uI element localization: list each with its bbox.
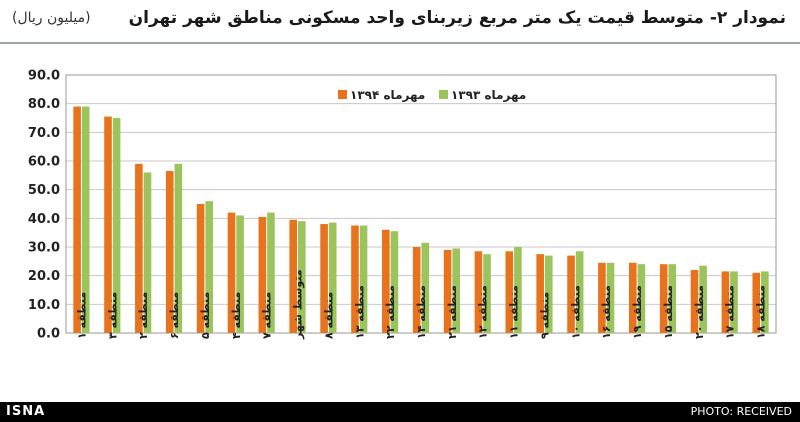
bar-1394: [320, 224, 328, 333]
y-tick-label: 0.0: [37, 327, 60, 342]
bar-1393: [730, 271, 738, 333]
x-tick-label: منطقه ۲۲: [384, 285, 397, 339]
x-tick-label: منطقه ۱۴: [415, 285, 428, 339]
legend-swatch-1393: [439, 90, 448, 99]
bar-1393: [668, 264, 677, 333]
x-tick-label: منطقه ۱۷: [724, 285, 737, 339]
bar-1393: [606, 262, 615, 333]
bar-1394: [690, 269, 699, 333]
title-divider: [0, 42, 800, 44]
y-tick-label: 90.0: [28, 69, 60, 84]
title-bar: نمودار ۲- متوسط قیمت یک متر مربع زیربنای…: [0, 0, 800, 44]
x-tick-label: منطقه ۲۰: [693, 285, 706, 339]
y-tick-label: 20.0: [28, 269, 60, 284]
x-tick-label: منطقه ۱۹: [631, 285, 644, 339]
bar-1394: [73, 106, 81, 334]
bar-1394: [258, 216, 267, 333]
bar-1394: [289, 219, 298, 333]
x-tick-label: منطقه ۱۱: [508, 285, 521, 339]
bar-1394: [628, 262, 637, 333]
x-tick-label: منطقه ۹: [538, 292, 551, 339]
x-tick-label: منطقه ۱۲: [477, 285, 490, 339]
bar-1393: [205, 201, 214, 333]
bar-1393: [483, 254, 491, 333]
chart-title: نمودار ۲- متوسط قیمت یک متر مربع زیربنای…: [128, 8, 786, 28]
bar-1393: [544, 255, 553, 333]
bar-1393: [575, 251, 584, 333]
bar-1393: [699, 265, 707, 333]
bar-1394: [443, 249, 452, 333]
bar-1393: [112, 118, 121, 333]
brand-logo-text: ISNA: [6, 404, 46, 419]
x-tick-label: منطقه ۱: [75, 292, 88, 339]
x-tick-label: منطقه ۱۶: [600, 285, 613, 339]
x-tick-label: منطقه ۱۵: [662, 285, 675, 339]
bar-1393: [236, 215, 244, 333]
bar-1393: [298, 221, 306, 333]
y-tick-label: 70.0: [28, 126, 60, 141]
bar-1394: [536, 254, 544, 333]
bar-1394: [227, 212, 236, 333]
x-tick-label: منطقه ۸: [322, 292, 335, 339]
bar-1394: [567, 255, 575, 333]
bar-1394: [382, 229, 390, 333]
x-tick-label: منطقه ۵: [199, 292, 212, 339]
bar-chart: 0.010.020.030.040.050.060.070.080.090.0 …: [28, 69, 777, 342]
y-tick-label: 80.0: [28, 97, 60, 112]
x-tick-label: منطقه ۱۰: [569, 285, 582, 339]
bar-1393: [761, 271, 769, 333]
bar-1394: [659, 264, 668, 333]
x-axis-labels: منطقه ۱ منطقه ۳ منطقه ۲ منطقه ۶ منطقه ۵ منطقه…: [75, 269, 767, 340]
bar-1393: [81, 106, 90, 334]
bar-1393: [174, 163, 183, 333]
bar-1394: [135, 163, 143, 333]
x-tick-label: منطقه ۷: [261, 292, 274, 339]
x-tick-label: منطقه ۴: [230, 292, 243, 339]
y-tick-label: 60.0: [28, 155, 60, 170]
x-tick-label: منطقه ۱۸: [755, 285, 768, 339]
plot-frame: [65, 74, 777, 334]
legend: مهرماه ۱۳۹۴ مهرماه ۱۳۹۳: [338, 88, 526, 102]
bars: [73, 106, 769, 334]
bar-1394: [412, 247, 421, 333]
bar-1393: [390, 231, 399, 333]
bar-1394: [505, 251, 514, 333]
y-tick-label: 30.0: [28, 241, 60, 256]
bar-1393: [637, 264, 646, 333]
x-tick-label: منطقه ۲: [137, 292, 150, 339]
legend-swatch-1394: [338, 90, 347, 99]
y-tick-label: 40.0: [28, 212, 60, 227]
x-tick-label: منطقه ۲۱: [446, 285, 459, 339]
unit-label: (میلیون ریال): [12, 10, 91, 26]
bar-1393: [359, 225, 368, 333]
bar-1393: [421, 242, 430, 333]
y-axis-ticks: 0.0 10.0 20.0 30.0 40.0 50.0 60.0 70.0 80.0 90.0: [28, 69, 60, 342]
y-tick-label: 50.0: [28, 183, 60, 198]
y-tick-label: 10.0: [28, 298, 60, 313]
legend-label-1393: مهرماه ۱۳۹۳: [451, 88, 526, 102]
footer-bar: ISNA PHOTO: RECEIVED: [0, 402, 800, 422]
bar-1394: [721, 271, 730, 333]
bar-1393: [143, 172, 152, 333]
bar-1394: [598, 262, 606, 333]
bar-1393: [452, 248, 460, 333]
bar-1393: [267, 212, 275, 333]
legend-label-1394: مهرماه ۱۳۹۴: [350, 88, 425, 102]
bar-1393: [514, 247, 522, 333]
bar-1394: [104, 116, 112, 333]
photo-credit: PHOTO: RECEIVED: [690, 405, 792, 418]
bar-1394: [752, 272, 761, 333]
bar-1394: [196, 204, 205, 333]
bar-1394: [351, 225, 359, 333]
x-tick-label: منطقه ۶: [168, 292, 181, 339]
x-tick-label: متوسط شهر: [292, 269, 305, 340]
x-tick-label: منطقه ۳: [106, 292, 119, 339]
gridlines: [65, 74, 777, 334]
x-tick-label: منطقه ۱۳: [353, 285, 366, 339]
bar-1394: [474, 251, 483, 333]
bar-1394: [165, 171, 174, 333]
bar-1393: [328, 222, 337, 333]
